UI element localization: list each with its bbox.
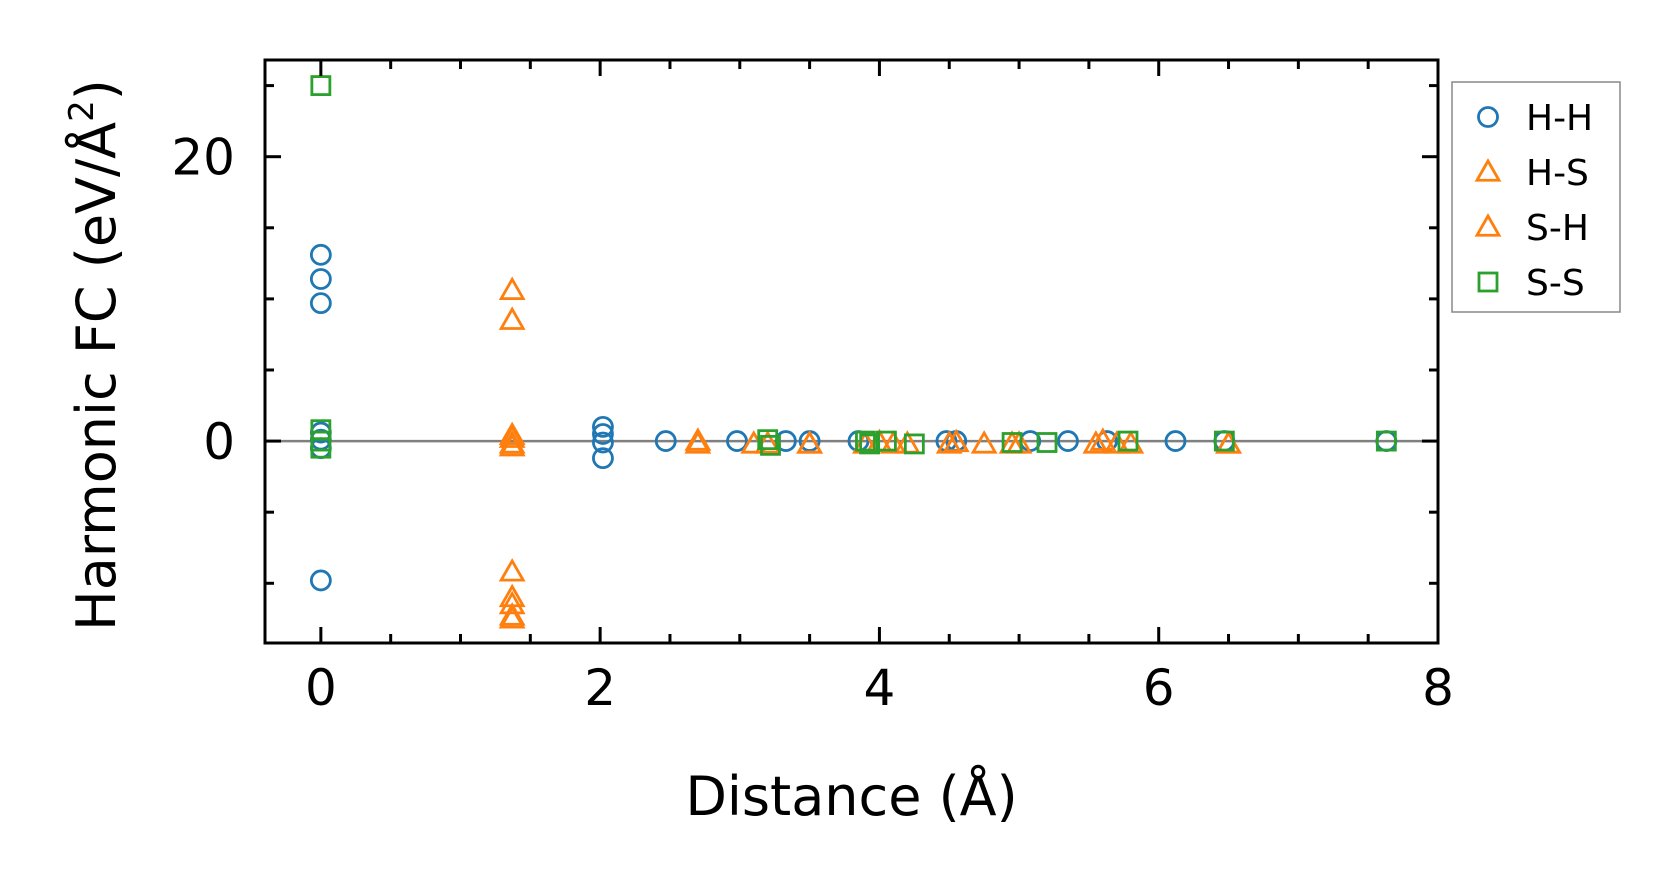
point-s-s [1001,432,1023,453]
data-marks [309,75,1398,629]
point-h-h [726,430,748,452]
legend-marker-h-s [1474,158,1502,182]
point-h-s [498,276,526,301]
point-s-s [855,430,876,452]
legend-marker-s-h [1474,213,1502,237]
point-h-h [592,415,614,438]
legend: H-H H-S S-H S-S [1451,81,1621,313]
point-s-h [498,421,526,446]
point-s-s [760,434,781,456]
tick-labels: 0 2 4 6 8 0 20 [171,129,1454,717]
point-s-h [498,602,526,626]
y-tick-label: 0 [203,413,235,471]
x-tick-label: 6 [1143,659,1175,717]
legend-marker-s-s [1477,271,1499,293]
point-s-s [1375,430,1397,452]
point-s-s [310,437,332,459]
point-s-s [903,433,925,455]
point-h-s [498,306,526,330]
point-h-s [684,430,712,454]
x-tick-label: 2 [584,659,616,717]
point-h-h [592,431,614,454]
point-s-h [796,430,824,454]
x-tick-label: 4 [864,659,896,717]
point-h-h [1164,430,1187,452]
point-h-s [498,590,526,615]
point-s-h [684,427,712,451]
point-s-h [942,428,970,453]
point-h-h [309,268,332,290]
point-s-s [757,429,779,451]
point-h-h [1057,430,1079,452]
y-axis-title-main: Harmonic FC (eV/Å [64,122,128,631]
point-h-h [309,243,332,266]
point-s-s [876,430,897,452]
point-h-h [309,292,332,315]
point-h-s [498,605,526,629]
legend-marker-h-h [1477,106,1499,128]
point-s-s [1117,430,1139,452]
point-h-s [935,430,963,454]
x-tick-label: 8 [1422,659,1454,717]
y-axis-title-superscript: 2 [62,100,102,122]
point-h-h [592,423,614,445]
point-h-s [879,430,907,454]
point-s-s [310,75,332,96]
point-h-s [498,432,526,457]
series-s-s [310,75,1397,459]
y-axis-title: Harmonic FC (eV/Å2) [62,79,128,631]
x-tick-label: 0 [305,659,337,717]
legend-label-s-h: S-H [1526,208,1589,249]
x-axis-title: Distance (Å) [685,764,1017,828]
point-h-s [498,558,526,582]
legend-label-h-h: H-H [1526,98,1593,139]
point-h-h [654,430,677,452]
point-s-s [1213,430,1235,452]
point-h-s [498,424,526,448]
point-h-h [309,569,332,592]
point-s-h [498,430,526,454]
legend-label-h-s: H-S [1526,153,1589,194]
point-s-h [1089,427,1117,451]
y-tick-label: 20 [171,129,235,187]
legend-label-s-s: S-S [1526,263,1585,304]
y-axis-title-close: ) [65,79,128,100]
axis-ticks [265,60,1440,643]
point-s-s [1036,432,1058,453]
point-h-h [592,447,614,470]
point-h-s [1082,430,1110,454]
plot-frame [263,58,1440,645]
point-h-s [970,430,998,454]
